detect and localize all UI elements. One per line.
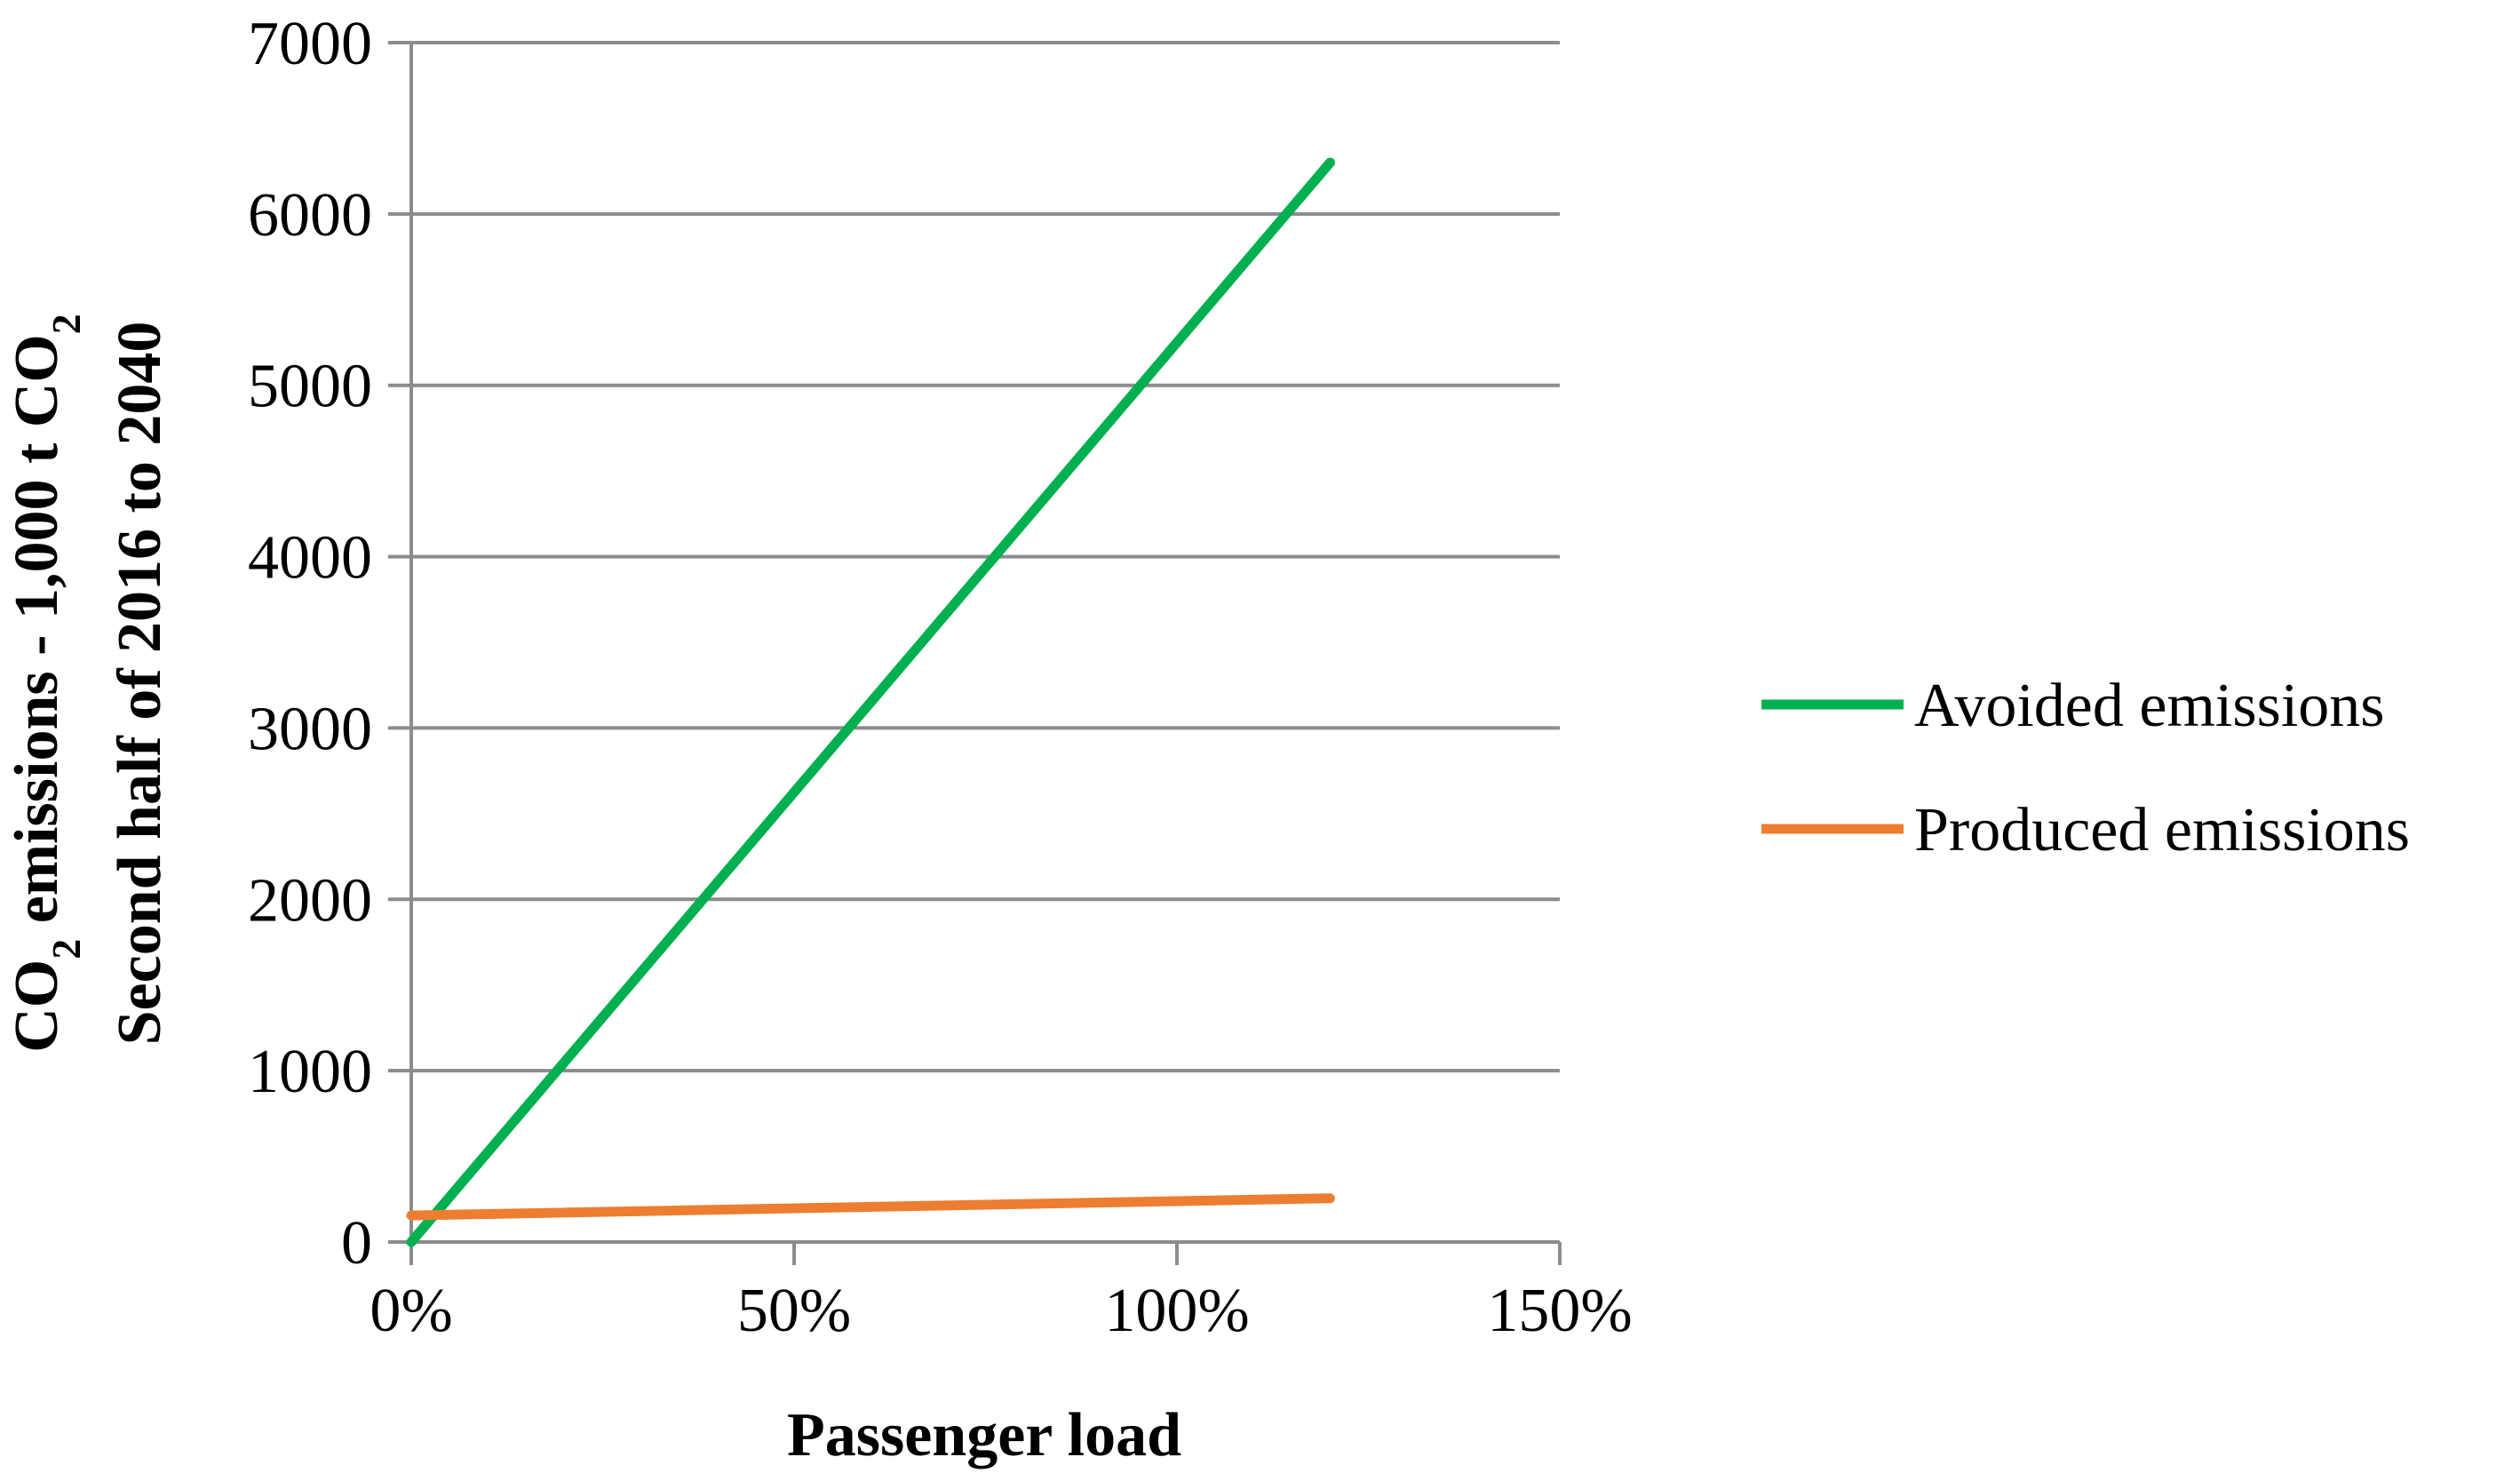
series-lines <box>406 157 1335 1247</box>
x-tick-label-0: 0% <box>370 1277 452 1345</box>
series-line-0 <box>406 157 1335 1247</box>
x-tick-labels: 0% 50% 100% 150% <box>370 1277 1632 1345</box>
x-tick-label-1: 50% <box>737 1277 851 1345</box>
x-tick-label-2: 100% <box>1104 1277 1249 1345</box>
y-tick-label-1: 1000 <box>248 1038 372 1106</box>
axes <box>388 41 1562 1265</box>
y-axis-title-line1: CO2 emissions - 1,000 t CO2 <box>3 314 89 1053</box>
y-tick-label-6: 6000 <box>248 181 372 250</box>
legend-label-1: Produced emissions <box>1914 796 2410 864</box>
y-axis-title: CO2 emissions - 1,000 t CO2 Second half … <box>3 314 174 1053</box>
x-axis-title: Passenger load <box>787 1401 1181 1469</box>
series-line-1 <box>406 1193 1335 1221</box>
y-tick-labels: 0 1000 2000 3000 4000 5000 6000 7000 <box>248 10 372 1278</box>
legend-label-0: Avoided emissions <box>1914 672 2385 740</box>
y-tick-label-5: 5000 <box>248 353 372 421</box>
gridlines <box>411 41 1560 1073</box>
y-tick-label-4: 4000 <box>248 524 372 593</box>
y-tick-label-0: 0 <box>341 1209 372 1278</box>
y-tick-label-3: 3000 <box>248 695 372 763</box>
y-axis-title-line2: Second half of 2016 to 2040 <box>106 322 174 1046</box>
y-tick-label-7: 7000 <box>248 10 372 78</box>
x-tick-label-3: 150% <box>1487 1277 1632 1345</box>
y-tick-label-2: 2000 <box>248 866 372 935</box>
legend: Avoided emissions Produced emissions <box>1761 672 2410 864</box>
